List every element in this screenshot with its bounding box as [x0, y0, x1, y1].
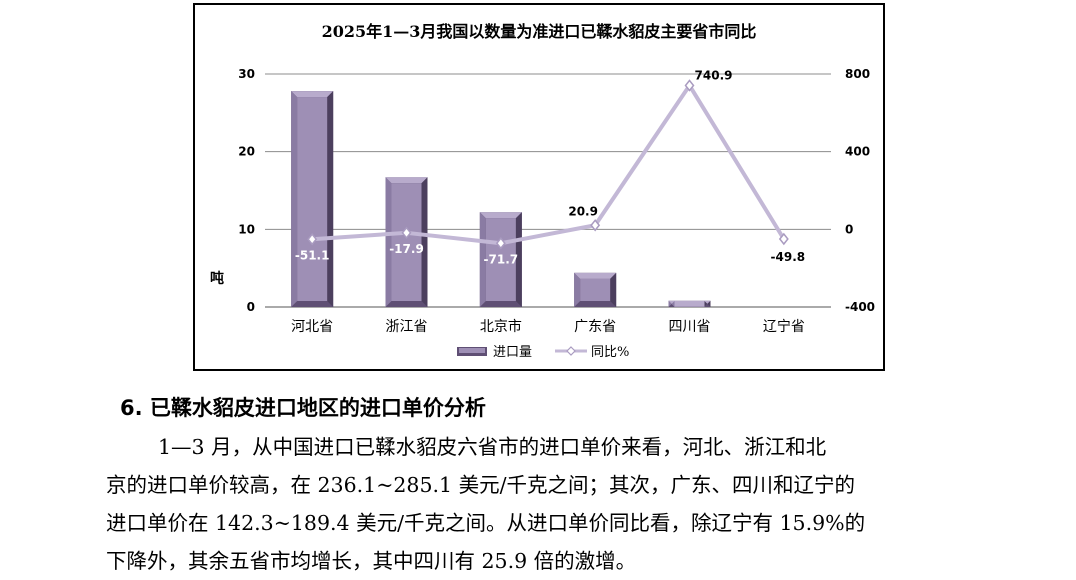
chart-frame: 2025年1—3月我国以数量为准进口已鞣水貂皮主要省市同比 -51.1 -17.9… — [193, 3, 885, 371]
bar-bevel-left — [574, 272, 581, 307]
bar-bevel-right — [610, 272, 617, 307]
x-category-label: 广东省 — [574, 319, 616, 335]
x-category-label: 辽宁省 — [763, 318, 805, 335]
data-label: -51.1 — [295, 248, 330, 262]
legend-bar-swatch-face — [459, 348, 485, 353]
bar-bevel-right — [704, 300, 711, 307]
y-left-tick-label: 20 — [238, 145, 255, 159]
x-category-label: 四川省 — [669, 319, 711, 335]
bar — [291, 91, 334, 307]
line-marker — [778, 232, 789, 246]
line-marker — [590, 219, 601, 232]
bar-bevel-right — [421, 177, 428, 307]
bar-bevel-top — [385, 177, 428, 184]
data-label: 20.9 — [568, 204, 598, 218]
y-right-tick-label: 400 — [845, 145, 870, 159]
y-left-tick-label: 30 — [238, 67, 255, 81]
line-marker — [401, 226, 412, 240]
y-right-tick-label: 0 — [845, 222, 853, 236]
bar-bevel-right — [327, 91, 334, 307]
y-left-tick-label: 10 — [238, 222, 255, 236]
chart-legend: 进口量 同比% — [457, 345, 629, 360]
bar-bevel-left — [291, 91, 298, 307]
bar-line-chart: 2025年1—3月我国以数量为准进口已鞣水貂皮主要省市同比 -51.1 -17.9… — [210, 22, 875, 360]
y-right-tick-label: -400 — [845, 300, 875, 314]
x-category-label: 北京市 — [480, 318, 522, 335]
chart-title: 2025年1—3月我国以数量为准进口已鞣水貂皮主要省市同比 — [322, 22, 757, 41]
line-marker — [307, 233, 318, 246]
bar-bevel-top — [291, 91, 334, 98]
y-axis-left-label: 吨 — [210, 270, 224, 287]
paragraph-line: 1—3 月，从中国进口已鞣水貂皮六省市的进口单价来看，河北、浙江和北 — [158, 435, 827, 459]
bar-bevel-left — [479, 212, 486, 307]
bar — [668, 300, 711, 307]
bar-bevel-left — [668, 300, 675, 307]
data-label: 740.9 — [695, 68, 733, 82]
data-label: -71.7 — [484, 252, 519, 266]
legend-label: 同比% — [591, 345, 629, 360]
bar — [479, 212, 522, 307]
paragraph-line: 下降外，其余五省市均增长，其中四川有 25.9 倍的激增。 — [106, 549, 637, 573]
paragraph-line: 进口单价在 142.3~189.4 美元/千克之间。从进口单价同比看，除辽宁有 … — [106, 511, 866, 535]
bar-face — [391, 183, 422, 301]
section-heading: 6. 已鞣水貂皮进口地区的进口单价分析 — [120, 396, 486, 420]
bar-bevel-right — [515, 212, 522, 307]
legend-label: 进口量 — [493, 345, 532, 360]
bar-bevel-left — [385, 177, 392, 307]
bar-face — [297, 97, 328, 301]
bar-face — [485, 218, 516, 301]
line-marker — [495, 237, 506, 250]
paragraph-line: 京的进口单价较高，在 236.1~285.1 美元/千克之间；其次，广东、四川和… — [106, 473, 855, 497]
data-label: -49.8 — [771, 250, 806, 264]
x-category-label: 浙江省 — [386, 319, 428, 335]
analysis-paragraph: 1—3 月，从中国进口已鞣水貂皮六省市的进口单价来看，河北、浙江和北 京的进口单… — [106, 428, 972, 580]
line-series — [312, 83, 786, 246]
bar — [385, 177, 428, 307]
y-left-tick-label: 0 — [247, 300, 255, 314]
legend-line-marker — [566, 346, 576, 356]
bar — [574, 272, 617, 307]
x-category-label: 河北省 — [291, 319, 333, 335]
bar-face — [580, 278, 611, 301]
bar-bevel-top — [574, 272, 617, 279]
line-marker — [684, 79, 695, 92]
bar-bevel-top — [668, 300, 711, 307]
bar-bevel-top — [479, 212, 522, 219]
y-right-tick-label: 800 — [845, 67, 870, 81]
data-label: -17.9 — [389, 242, 424, 256]
